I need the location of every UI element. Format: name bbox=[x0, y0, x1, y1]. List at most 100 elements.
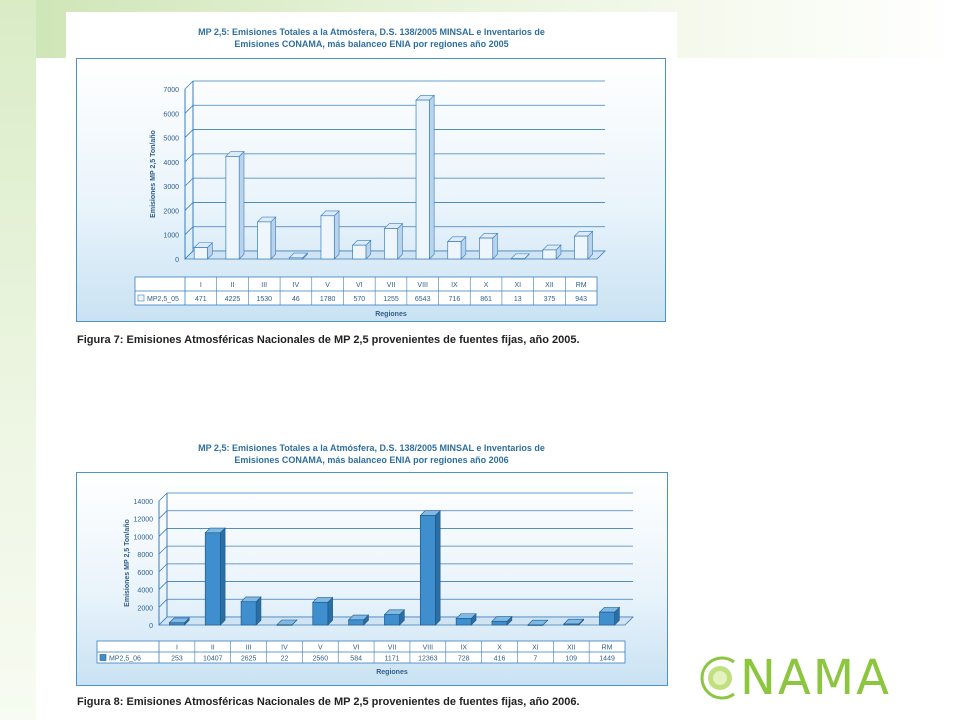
gridline-side bbox=[158, 545, 168, 555]
y-tick-label: 3000 bbox=[163, 184, 179, 191]
gridline-side bbox=[184, 202, 194, 211]
conama-logo: NAMA bbox=[694, 650, 944, 706]
x-tick-label: RM bbox=[602, 645, 613, 652]
y-tick-label: 4000 bbox=[163, 160, 179, 167]
bar-X bbox=[479, 237, 494, 260]
data-value-label: 12363 bbox=[418, 656, 438, 663]
y-tick-label: 0 bbox=[149, 623, 153, 630]
bar-side-VIII bbox=[435, 509, 441, 626]
x-tick-label: XI bbox=[532, 645, 539, 652]
y-axis-title: Emisiones MP 2,5 Ton/año bbox=[124, 519, 131, 607]
x-tick-label: III bbox=[261, 282, 267, 289]
data-value-label: 584 bbox=[350, 656, 362, 663]
data-value-label: 375 bbox=[544, 296, 556, 303]
data-value-label: 471 bbox=[195, 296, 207, 303]
bar-V bbox=[320, 215, 335, 260]
y-tick-label: 1000 bbox=[163, 233, 179, 240]
gridline-side bbox=[184, 226, 194, 235]
y-axis-title: Emisiones MP 2,5 Ton/año bbox=[150, 130, 157, 218]
data-value-label: 570 bbox=[353, 296, 365, 303]
gridline-side bbox=[158, 599, 168, 608]
data-value-label: 2625 bbox=[241, 656, 257, 663]
x-tick-label: X bbox=[497, 645, 502, 652]
gridline-side bbox=[184, 105, 194, 114]
x-tick-label: XII bbox=[545, 282, 554, 289]
bar-VIII bbox=[415, 99, 430, 260]
bar-VIII bbox=[419, 515, 436, 626]
x-tick-label: VI bbox=[353, 645, 360, 652]
x-tick-label: VII bbox=[388, 645, 397, 652]
bar-chart-2005: 0 1000 2000 3000 4000 5000 6000 7000 Emisiones M… bbox=[134, 80, 606, 318]
x-tick-label: VIII bbox=[417, 282, 428, 289]
chart-title-2006-line2: Emisiones CONAMA, más balanceo ENIA por … bbox=[234, 455, 509, 465]
gridline-side bbox=[184, 153, 194, 163]
bar-X bbox=[491, 620, 508, 626]
bar-IV bbox=[288, 257, 303, 260]
legend-swatch bbox=[137, 294, 145, 302]
gridline-side bbox=[184, 80, 194, 90]
legend-label: MP2,5_06 bbox=[109, 656, 141, 663]
y-tick-label: 6000 bbox=[137, 570, 153, 577]
data-value-label: 1255 bbox=[383, 296, 399, 303]
y-tick-label: 7000 bbox=[163, 87, 179, 94]
bar-RM bbox=[574, 235, 589, 260]
bar-side-VIII bbox=[429, 94, 435, 260]
y-tick-label: 12000 bbox=[134, 517, 154, 524]
bar-III bbox=[240, 601, 257, 626]
bar-VI bbox=[348, 619, 365, 626]
y-tick-label: 2000 bbox=[137, 605, 153, 612]
data-value-label: 22 bbox=[281, 656, 289, 663]
data-value-label: 1780 bbox=[320, 296, 336, 303]
bar-side-II bbox=[219, 527, 226, 626]
x-tick-label: VII bbox=[387, 282, 396, 289]
chart-area-2005: 0 1000 2000 3000 4000 5000 6000 7000 Emisiones M… bbox=[76, 58, 666, 322]
x-axis-title: Regiones bbox=[376, 669, 408, 676]
bar-VI bbox=[352, 244, 367, 260]
x-tick-label: IX bbox=[460, 645, 467, 652]
conama-logo-c-icon bbox=[700, 656, 735, 700]
y-tick-label: 4000 bbox=[137, 588, 153, 595]
y-tick-label: 6000 bbox=[163, 111, 179, 118]
gridline-side bbox=[158, 492, 168, 502]
x-tick-label: RM bbox=[576, 282, 587, 289]
legend-swatch bbox=[99, 654, 107, 661]
figure-caption-2006: Figura 8: Emisiones Atmosféricas Naciona… bbox=[77, 696, 580, 708]
data-value-label: 13 bbox=[514, 296, 522, 303]
bar-IX bbox=[447, 241, 462, 260]
data-value-label: 416 bbox=[494, 656, 506, 663]
bar-side-III bbox=[270, 216, 276, 260]
bar-RM bbox=[599, 611, 615, 626]
conama-logo-text: NAMA bbox=[740, 650, 891, 706]
chart-title-2005-line1: MP 2,5: Emisiones Totales a la Atmósfera… bbox=[198, 27, 545, 37]
x-tick-label: XII bbox=[567, 645, 576, 652]
bar-IV bbox=[276, 624, 293, 626]
gridline-side bbox=[158, 581, 168, 590]
bar-XI bbox=[527, 624, 544, 626]
y-tick-label: 8000 bbox=[137, 552, 153, 559]
left-decor-bar bbox=[0, 0, 36, 720]
gridline-side bbox=[184, 177, 194, 187]
figure-2005: MP 2,5: Emisiones Totales a la Atmósfera… bbox=[66, 12, 677, 322]
y-tick-label: 0 bbox=[175, 257, 179, 264]
data-value-label: 6543 bbox=[415, 296, 431, 303]
x-tick-label: IV bbox=[293, 282, 300, 289]
data-value-label: 253 bbox=[171, 656, 183, 663]
bar-XII bbox=[542, 249, 557, 260]
data-value-label: 4225 bbox=[225, 296, 241, 303]
gridline-side bbox=[158, 510, 168, 519]
x-tick-label: V bbox=[325, 282, 330, 289]
y-tick-label: 10000 bbox=[134, 534, 154, 541]
bar-IX bbox=[455, 618, 472, 626]
x-tick-label: VIII bbox=[423, 645, 434, 652]
x-tick-label: IX bbox=[451, 282, 458, 289]
data-value-label: 2560 bbox=[313, 656, 329, 663]
x-tick-label: X bbox=[484, 282, 489, 289]
bar-VII bbox=[383, 228, 399, 260]
x-tick-label: II bbox=[211, 645, 215, 652]
bar-chart-2006: 0 2000 4000 6000 8000 10000 12000 14000 Emisione… bbox=[96, 492, 634, 676]
data-value-label: 1530 bbox=[256, 296, 272, 303]
x-axis-title: Regiones bbox=[375, 311, 407, 318]
bar-XI bbox=[510, 258, 525, 260]
data-value-label: 1171 bbox=[384, 656, 399, 663]
x-tick-label: IV bbox=[281, 645, 288, 652]
